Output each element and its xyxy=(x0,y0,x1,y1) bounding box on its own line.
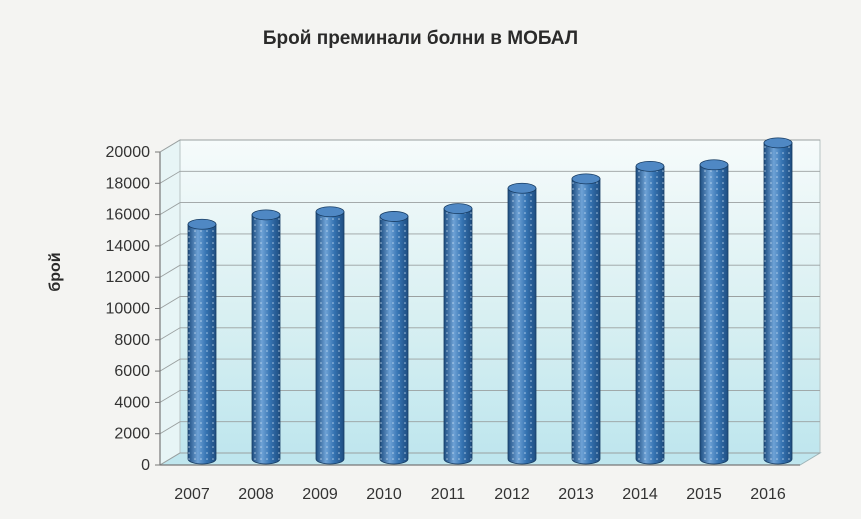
x-tick-label: 2016 xyxy=(750,486,786,503)
x-tick-label: 2008 xyxy=(238,486,274,503)
chart-title: Брой преминали болни в МОБАЛ xyxy=(262,28,579,49)
bar-top xyxy=(379,211,409,222)
gridline xyxy=(159,421,820,435)
bar-texture xyxy=(508,188,536,464)
gridline xyxy=(159,358,820,372)
y-tick-label: 2000 xyxy=(114,426,150,443)
gridline xyxy=(159,327,820,341)
y-tick-label: 18000 xyxy=(106,175,151,192)
bar-texture xyxy=(252,214,280,464)
bar xyxy=(699,159,729,465)
y-tick-label: 8000 xyxy=(114,332,150,349)
bar xyxy=(635,160,665,465)
bar-texture xyxy=(700,164,728,464)
y-tick-label: 10000 xyxy=(106,301,151,318)
gridline xyxy=(159,139,820,153)
bar-texture xyxy=(572,178,600,465)
y-tick-label: 0 xyxy=(141,457,150,474)
bar-texture xyxy=(316,211,344,464)
bar xyxy=(379,211,409,465)
x-tick-label: 2013 xyxy=(558,486,594,503)
x-tick-label: 2014 xyxy=(622,486,658,503)
gridline xyxy=(159,233,820,247)
bar xyxy=(507,182,537,465)
x-tick-label: 2010 xyxy=(366,486,402,503)
bar xyxy=(315,206,345,465)
bar-top xyxy=(699,159,729,171)
bar-top xyxy=(251,209,281,221)
bar xyxy=(571,173,601,465)
gridline xyxy=(159,202,820,215)
bar-texture xyxy=(444,208,472,464)
gridline xyxy=(159,452,820,466)
x-tick-label: 2009 xyxy=(302,486,338,503)
x-tick-label: 2007 xyxy=(174,486,210,503)
x-tick-label: 2012 xyxy=(494,486,530,503)
bar xyxy=(251,209,281,465)
bar-top xyxy=(507,182,537,194)
y-tick-label: 16000 xyxy=(106,207,151,224)
bar-top xyxy=(635,160,665,172)
y-tick-label: 14000 xyxy=(106,238,151,255)
bar xyxy=(443,203,473,465)
gridline xyxy=(159,296,820,309)
gridline xyxy=(159,170,820,184)
bar-texture xyxy=(188,224,216,464)
x-tick-label: 2011 xyxy=(431,486,466,503)
y-tick-label: 4000 xyxy=(114,394,150,411)
bar-top xyxy=(443,203,473,215)
bar xyxy=(763,137,793,465)
gridline xyxy=(159,389,820,403)
bar-top xyxy=(187,218,217,230)
bar-texture xyxy=(636,166,664,464)
y-tick-label: 6000 xyxy=(114,363,150,380)
bar-top xyxy=(315,206,345,218)
bar-top xyxy=(763,137,793,149)
gridline xyxy=(159,264,820,278)
x-tick-label: 2015 xyxy=(686,486,722,503)
bar-top xyxy=(571,173,601,185)
bar xyxy=(187,218,217,465)
bar-texture xyxy=(380,216,408,464)
bar-texture xyxy=(764,142,792,464)
y-tick-label: 20000 xyxy=(106,144,151,161)
y-tick-label: 12000 xyxy=(106,269,151,286)
